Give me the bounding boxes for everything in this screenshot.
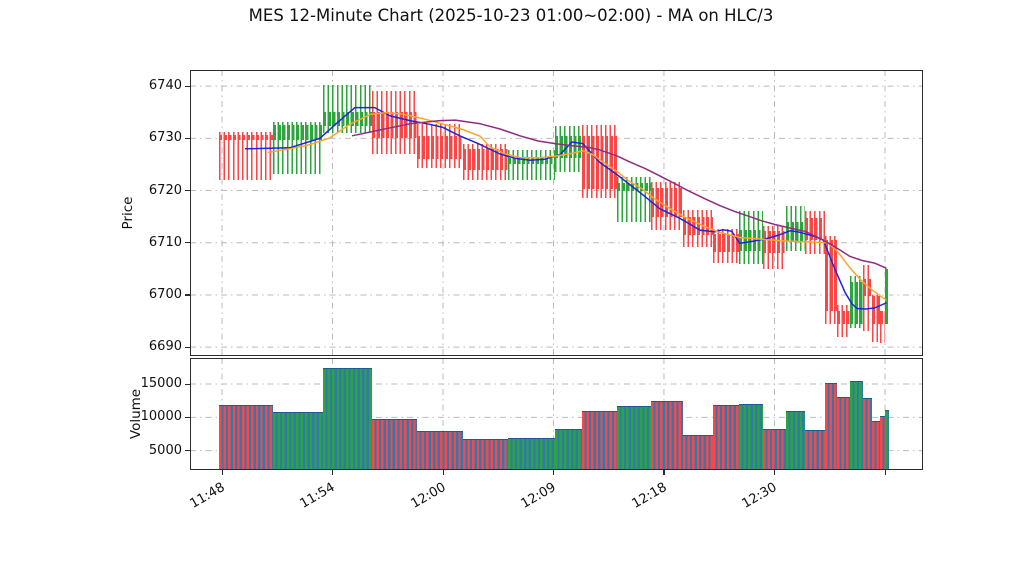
ma-mid-line <box>267 112 887 301</box>
volume-bar <box>219 404 273 470</box>
candle-cluster-body <box>863 279 872 296</box>
volume-bar <box>879 415 886 470</box>
candle-cluster-body <box>836 311 850 324</box>
volume-bar <box>712 404 739 470</box>
tick-mark <box>185 294 190 296</box>
price-tick-label: 6690 <box>148 339 182 355</box>
tick-mark <box>185 383 190 385</box>
volume-tick-label: 5000 <box>148 442 182 458</box>
tick-mark <box>185 416 190 419</box>
candle-cluster-wicks <box>879 310 886 344</box>
volume-bar <box>322 368 372 470</box>
ma-fast-line <box>244 106 887 310</box>
candle-cluster-body <box>272 125 323 141</box>
price-tick-label: 6720 <box>148 182 182 198</box>
volume-bar <box>762 429 786 470</box>
candle-cluster-body <box>417 136 464 160</box>
volume-bar <box>804 430 825 470</box>
volume-bar <box>849 380 864 470</box>
volume-bar <box>824 383 837 470</box>
volume-bar <box>786 411 805 470</box>
volume-bar <box>371 418 418 470</box>
volume-bar <box>555 429 582 470</box>
volume-bar <box>272 412 323 470</box>
volume-tick-label: 10000 <box>140 409 182 425</box>
volume-bar <box>836 397 850 470</box>
volume-bar <box>581 410 617 470</box>
candle-cluster-body <box>463 148 509 170</box>
candle-cluster-body <box>739 229 763 251</box>
tick-mark <box>185 242 190 244</box>
volume-bar <box>650 401 684 470</box>
volume-bar <box>463 439 509 470</box>
price-tick-label: 6730 <box>148 130 182 146</box>
tick-mark <box>185 190 190 192</box>
volume-bar <box>417 430 464 470</box>
candle-cluster-wicks <box>508 150 556 181</box>
tick-mark <box>552 470 555 475</box>
ma-slow-line <box>351 119 887 269</box>
volume-bar <box>683 435 713 470</box>
candle-cluster-body <box>219 135 273 141</box>
volume-bar <box>871 421 880 470</box>
candle-cluster-body <box>322 112 372 126</box>
tick-mark <box>185 450 190 452</box>
tick-mark <box>331 470 334 475</box>
candle-cluster-body <box>762 231 786 254</box>
candle-cluster-body <box>879 311 886 325</box>
tick-mark <box>663 470 665 475</box>
candle-cluster-wicks <box>863 265 872 332</box>
tick-mark <box>884 470 886 475</box>
tick-mark <box>442 470 444 475</box>
tick-mark <box>185 346 190 348</box>
volume-bar <box>508 438 556 470</box>
tick-mark <box>221 470 223 475</box>
volume-bar <box>863 398 872 470</box>
candle-cluster-body <box>871 295 880 324</box>
candle-cluster-body <box>849 281 864 324</box>
volume-bar <box>884 409 889 470</box>
price-tick-label: 6710 <box>148 234 182 250</box>
candle-cluster-body <box>884 268 889 325</box>
volume-tick-label: 15000 <box>140 376 182 391</box>
candle-cluster-body <box>616 182 651 191</box>
tick-mark <box>185 85 190 87</box>
volume-bar <box>739 403 763 470</box>
tick-mark <box>773 470 776 475</box>
candle-cluster-body <box>508 157 556 165</box>
price-tick-label: 6740 <box>148 78 182 94</box>
volume-bar <box>616 405 651 470</box>
tick-mark <box>185 137 190 140</box>
candle-cluster-body <box>824 239 837 311</box>
chart-title: MES 12-Minute Chart (2025-10-23 01:00~02… <box>248 6 774 25</box>
price-tick-label: 6700 <box>148 286 182 302</box>
candle-cluster-body <box>712 234 739 252</box>
